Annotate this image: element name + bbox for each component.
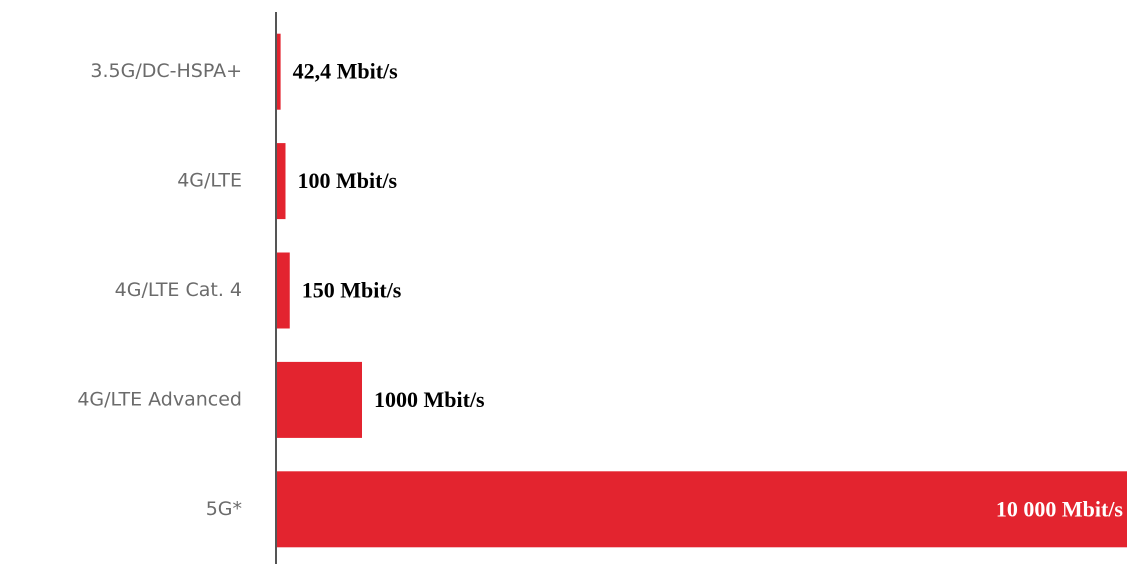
category-label: 4G/LTE <box>177 170 242 192</box>
bar <box>277 361 362 438</box>
bar <box>277 252 290 329</box>
bar <box>277 33 281 110</box>
category-label: 3.5G/DC-HSPA+ <box>90 60 242 82</box>
bar <box>277 143 286 220</box>
value-label: 1000 Mbit/s <box>374 387 485 412</box>
value-label: 10 000 Mbit/s <box>996 496 1124 521</box>
value-label: 42,4 Mbit/s <box>293 59 399 84</box>
category-label: 4G/LTE Cat. 4 <box>115 279 242 301</box>
category-label: 4G/LTE Advanced <box>77 388 242 410</box>
value-label: 100 Mbit/s <box>298 168 398 193</box>
category-label: 5G* <box>206 498 242 520</box>
bar <box>277 471 1127 548</box>
value-label: 150 Mbit/s <box>302 278 402 303</box>
